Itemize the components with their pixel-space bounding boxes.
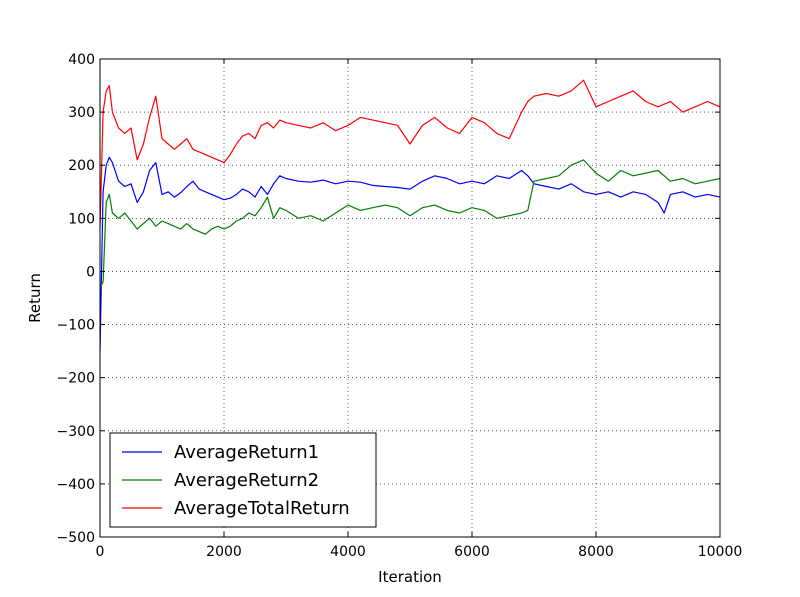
series-line-3	[100, 79, 720, 230]
x-tick-label: 8000	[578, 544, 614, 560]
y-tick-labels: −500 −400 −300 −200 −100 0 100 200 300 400	[57, 52, 95, 546]
x-tick-labels: 0 2000 4000 6000 8000 10000	[96, 544, 743, 560]
series-line-1	[100, 156, 720, 352]
y-tick-label: 0	[86, 264, 95, 280]
y-tick-label: 100	[68, 211, 95, 227]
y-tick-label: −200	[57, 371, 95, 387]
series-line-2	[100, 159, 720, 288]
grid	[100, 59, 720, 537]
legend-label-2: AverageReturn2	[174, 470, 319, 491]
x-tick-label: 6000	[454, 544, 490, 560]
x-tick-label: 4000	[330, 544, 366, 560]
x-tick-label: 2000	[206, 544, 242, 560]
y-tick-label: 200	[68, 158, 95, 174]
x-tick-label: 10000	[698, 544, 743, 560]
plot-frame	[99, 58, 721, 538]
y-tick-label: 400	[68, 52, 95, 68]
series-lines	[100, 79, 720, 352]
y-tick-label: −300	[57, 424, 95, 440]
y-tick-label: −500	[57, 530, 95, 546]
legend-label-1: AverageReturn1	[174, 442, 319, 463]
y-tick-label: −400	[57, 477, 95, 493]
y-axis-label: Return	[26, 273, 44, 323]
x-axis-label: Iteration	[378, 568, 442, 586]
legend-label-3: AverageTotalReturn	[174, 498, 350, 519]
y-tick-label: −100	[57, 318, 95, 334]
legend: AverageReturn1 AverageReturn2 AverageTotal…	[109, 432, 377, 528]
y-tick-label: 300	[68, 105, 95, 121]
x-tick-label: 0	[96, 544, 105, 560]
axis-ticks	[99, 58, 721, 538]
